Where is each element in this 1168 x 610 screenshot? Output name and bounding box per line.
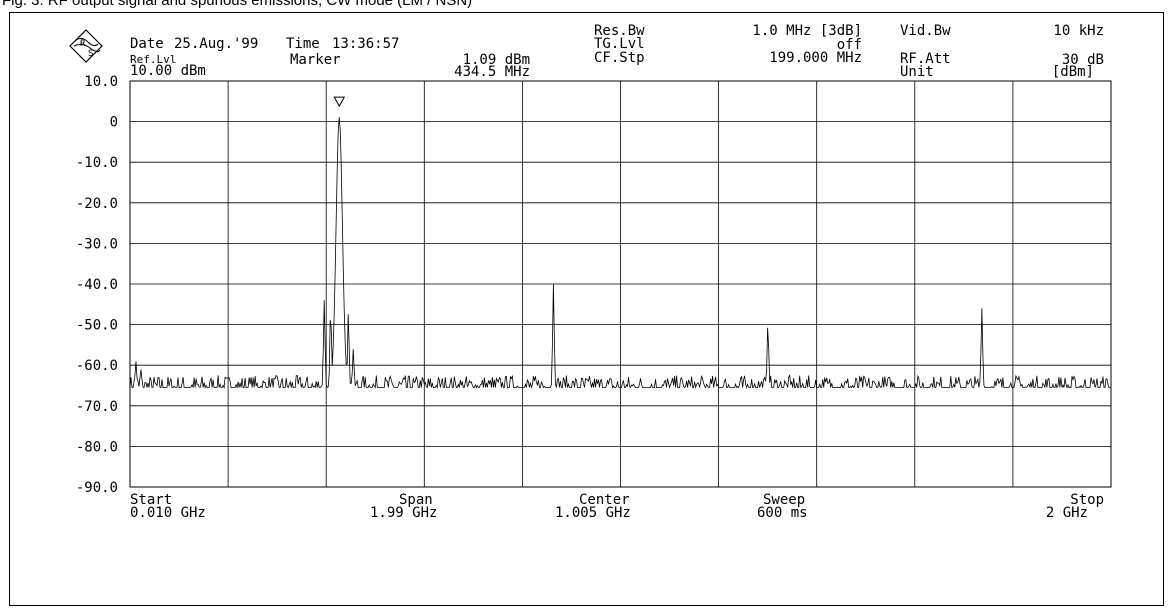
time-value: 13:36:57 bbox=[332, 36, 399, 52]
marker-triangle bbox=[333, 96, 346, 108]
grid bbox=[129, 80, 1112, 488]
marker-label: Marker bbox=[290, 52, 341, 68]
span-value: 1.99 GHz bbox=[370, 505, 437, 521]
vid-bw-label: Vid.Bw bbox=[900, 23, 951, 39]
y-tick-label: -10.0 bbox=[76, 155, 118, 171]
y-tick-label: 0 bbox=[110, 115, 118, 131]
center-label: Center bbox=[579, 492, 630, 508]
spectrum-trace bbox=[129, 117, 1111, 390]
unit-label: Unit bbox=[900, 64, 934, 80]
y-tick-label: -80.0 bbox=[76, 439, 118, 455]
rs-logo: R S bbox=[69, 29, 103, 63]
marker-layer bbox=[333, 96, 346, 108]
marker-freq: 434.5 MHz bbox=[454, 64, 530, 80]
figure-caption: Fig. 3: RF output signal and spurious em… bbox=[2, 0, 473, 9]
center-value: 1.005 GHz bbox=[555, 505, 631, 521]
tg-lvl-value: off bbox=[837, 37, 862, 53]
y-tick-label: -90.0 bbox=[76, 480, 118, 496]
logo-s: S bbox=[88, 49, 93, 59]
cf-stp-label: CF.Stp bbox=[594, 50, 645, 66]
date-label: Date bbox=[130, 36, 164, 52]
y-tick-label: 10.0 bbox=[84, 74, 118, 90]
sweep-label: Sweep bbox=[763, 492, 805, 508]
sweep-value: 600 ms bbox=[757, 505, 808, 521]
start-label: Start bbox=[130, 492, 172, 508]
start-value: 0.010 GHz bbox=[130, 505, 206, 521]
analyzer-frame bbox=[9, 12, 1164, 606]
cf-stp-value: 199.000 MHz bbox=[769, 50, 862, 66]
y-tick-label: -50.0 bbox=[76, 318, 118, 334]
y-tick-label: -70.0 bbox=[76, 399, 118, 415]
ref-lvl-value: 10.00 dBm bbox=[130, 63, 206, 79]
logo-r: R bbox=[80, 39, 86, 49]
date-value: 25.Aug.'99 bbox=[174, 36, 258, 52]
y-tick-label: -60.0 bbox=[76, 358, 118, 374]
res-bw-label: Res.Bw bbox=[594, 23, 645, 39]
res-bw-value: 1.0 MHz [3dB] bbox=[752, 23, 862, 39]
span-label: Span bbox=[399, 492, 433, 508]
stop-value: 2 GHz bbox=[1046, 505, 1088, 521]
rf-att-label: RF.Att bbox=[900, 51, 951, 67]
time-label: Time bbox=[286, 36, 320, 52]
trace-layer bbox=[129, 117, 1111, 390]
stop-label: Stop bbox=[1070, 492, 1104, 508]
marker-level: 1.09 dBm bbox=[463, 52, 530, 68]
rf-att-value: 30 dB bbox=[1062, 52, 1104, 68]
ref-lvl-label: Ref.Lvl bbox=[130, 53, 176, 66]
unit-value: [dBm] bbox=[1052, 64, 1094, 80]
tg-lvl-label: TG.Lvl bbox=[594, 36, 645, 52]
y-tick-label: -30.0 bbox=[76, 236, 118, 252]
y-tick-label: -40.0 bbox=[76, 277, 118, 293]
y-tick-labels: 10.0 0 -10.0 -20.0 -30.0 -40.0 -50.0 -60.0 -70.0… bbox=[76, 74, 118, 496]
vid-bw-value: 10 kHz bbox=[1053, 23, 1104, 39]
y-tick-label: -20.0 bbox=[76, 196, 118, 212]
